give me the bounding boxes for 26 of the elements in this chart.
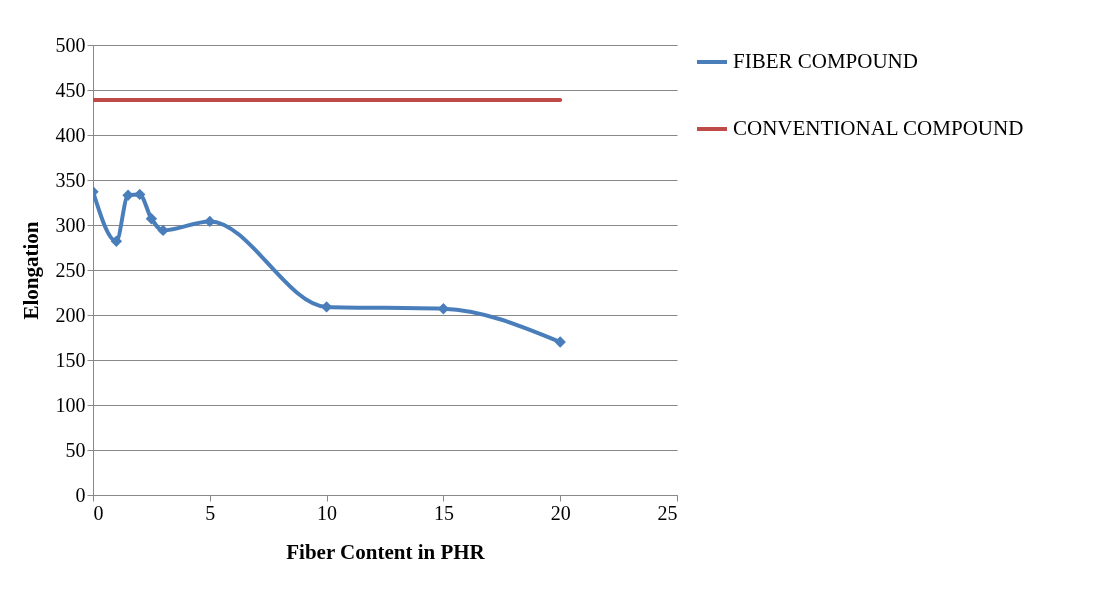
y-axis-title: Elongation [18, 221, 43, 320]
y-tick-label: 350 [55, 168, 86, 191]
x-tick-label: 20 [550, 501, 571, 524]
legend-label: FIBER COMPOUND [733, 49, 918, 73]
y-tick-label: 200 [55, 303, 86, 326]
y-tick-label: 150 [55, 348, 86, 371]
y-tick-label: 50 [65, 438, 86, 461]
x-tick-label: 15 [433, 501, 454, 524]
y-tick-label: 250 [55, 258, 86, 281]
x-tick-label: 25 [657, 501, 678, 524]
point [110, 235, 123, 247]
x-tick-label: 0 [93, 501, 104, 524]
x-axis-title: Fiber Content in PHR [286, 539, 486, 564]
x-tick-label: 5 [205, 501, 216, 524]
y-tick-label: 100 [55, 393, 86, 416]
point [145, 213, 158, 225]
x-tick-label: 10 [317, 501, 338, 524]
point [134, 188, 146, 201]
y-tick-label: 500 [55, 33, 86, 56]
y-tick-label: 450 [55, 78, 86, 101]
point [554, 336, 566, 348]
y-tick-label: 0 [75, 483, 86, 506]
legend-label: CONVENTIONAL COMPOUND [733, 116, 1024, 140]
y-tick-label: 400 [55, 123, 86, 146]
point [122, 189, 134, 201]
y-tick-label: 300 [55, 213, 86, 236]
